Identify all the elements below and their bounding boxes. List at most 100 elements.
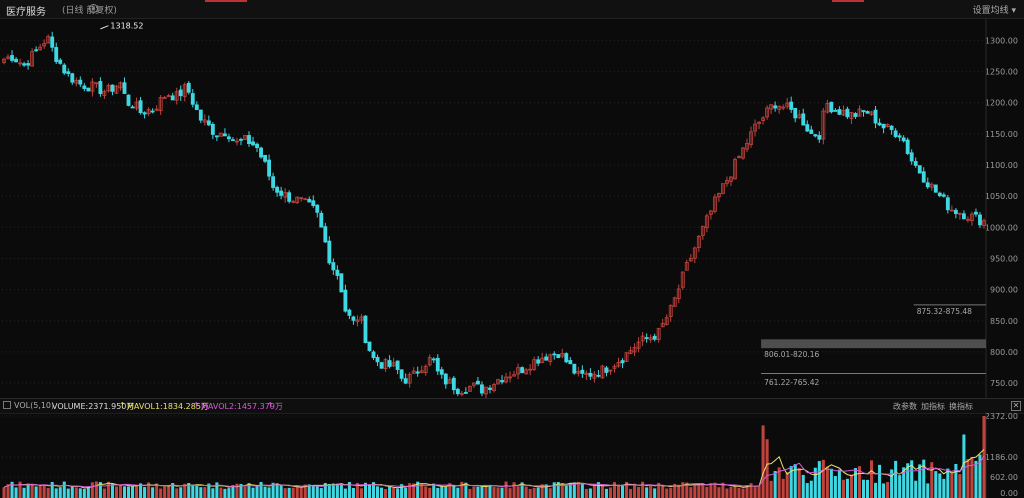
volume-bar [793,464,797,498]
candle-body [307,198,312,203]
volume-bar [898,475,902,498]
indicator-name[interactable]: VOL(5,10) [14,401,55,410]
candle-body [471,382,476,386]
candle-body [190,93,195,105]
candle-body [403,378,408,384]
volume-bar [833,476,837,498]
annotation-pointer [100,25,109,30]
volume-bar [355,482,359,498]
candle-body [391,362,396,367]
candle-body [319,212,324,228]
zone-label: 875.32-875.48 [917,307,972,316]
candle-body [275,186,280,193]
volume-bar-chart[interactable]: 2372.00 1186.00 602.00 0.00 [0,412,1024,498]
volume-bar [311,485,315,498]
volume-bar [22,487,26,498]
volume-bar [283,488,287,498]
candle-body [484,386,488,395]
chevron-down-icon: ▾ [1011,6,1016,16]
price-tick-label: 850.00 [990,317,1018,326]
candle-body [431,358,436,361]
volume-bar [620,484,625,498]
candle-body [335,269,340,276]
price-candlestick-chart[interactable]: 1300.00 1250.00 1200.00 1150.00 1100.00 1050.… [0,18,1024,398]
volume-bar [38,486,42,498]
volume-bar [279,484,283,498]
candle-body [214,135,219,138]
volume-bar [524,486,528,498]
candle-body [22,63,27,66]
volume-bar [239,483,243,498]
volume-bar [797,468,801,498]
switch-indicator-button[interactable]: 换指标 [949,402,973,411]
change-params-button[interactable]: 改参数 [893,402,917,411]
volume-bar [106,481,110,498]
add-indicator-button[interactable]: 加指标 [921,402,945,411]
volume-bar [572,482,576,498]
volume-bar [608,487,612,498]
volume-bar [829,468,833,498]
candle-body [941,194,946,197]
candle-body [604,367,609,373]
volume-bar [930,462,934,498]
volume-bar [74,487,78,498]
ma-setting-button[interactable]: 设置均线 ▾ [973,3,1016,16]
volume-bar [588,488,592,498]
stock-title: 医疗服务 [6,7,46,18]
volume-bar [649,484,653,498]
volume-bar [753,487,757,498]
close-icon[interactable]: ✕ [1011,401,1021,411]
volume-bar [371,482,376,498]
candle-body [467,385,472,392]
candle-body [407,374,412,384]
volume-bar [821,459,825,498]
volume-bar [629,488,633,498]
volume-bar [890,469,894,498]
candle-body [504,376,508,383]
volume-bar [705,486,709,498]
volume-bar [874,482,878,498]
candle-body [194,104,199,111]
candle-body [98,81,103,94]
volume-bar [118,484,123,498]
volume-bar [175,488,179,498]
volume-bar [544,484,548,498]
settings-gear-icon[interactable] [89,4,98,13]
candle-body [299,197,304,200]
candle-body [42,43,47,47]
candle-body [889,125,894,131]
volume-bar [910,460,914,498]
volume-bar [90,482,94,498]
candle-body [704,215,709,229]
volume-tick-label: 602.00 [990,473,1018,482]
candle-body [568,360,573,365]
candle-body [355,319,360,323]
volume-bar [468,488,472,498]
candle-body [339,273,344,293]
volume-bar [62,481,66,498]
volume-bar [918,464,922,498]
candle-body [945,197,950,211]
candle-body [692,247,697,259]
candle-body [881,123,886,129]
volume-bar [259,481,263,498]
indicator-icon[interactable] [3,401,11,409]
volume-bar [472,486,476,498]
candle-body [154,108,159,111]
candle-body [672,297,677,307]
volume-bar [223,488,227,498]
volume-bar [50,481,54,498]
candle-body [94,82,99,85]
candle-body [632,347,637,353]
volume-bar [604,488,608,498]
volume-bar [882,483,886,498]
candle-body [745,142,749,150]
mavol1-value: MAVOL1:1834.285万 [127,402,209,411]
candle-body [584,372,589,375]
volume-bar [400,484,404,498]
volume-bar [801,474,805,498]
candle-body [488,387,492,390]
volume-bar [906,463,910,498]
candle-body [26,63,31,66]
volume-bar [396,488,400,498]
